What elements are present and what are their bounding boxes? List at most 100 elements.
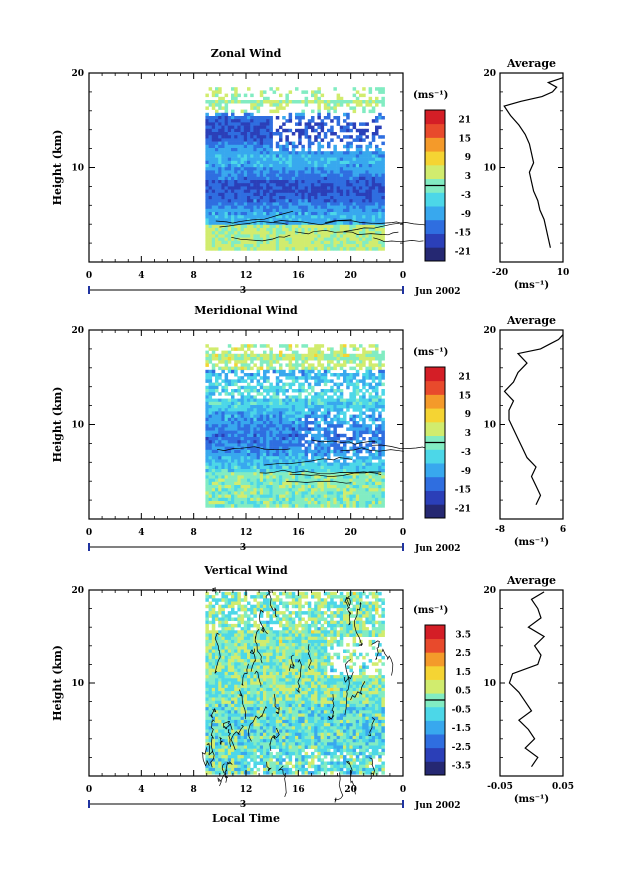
heatmap-cell xyxy=(346,373,350,377)
heatmap-cell xyxy=(205,106,209,110)
heatmap-cell xyxy=(333,234,337,238)
heatmap-cell xyxy=(311,497,315,502)
heatmap-cell xyxy=(279,440,283,444)
heatmap-cell xyxy=(339,446,344,451)
heatmap-cell xyxy=(333,167,337,171)
heatmap-cell xyxy=(205,180,209,184)
heatmap-cell xyxy=(243,488,248,492)
heatmap-cell xyxy=(231,465,235,470)
heatmap-cell xyxy=(282,231,286,235)
heatmap-cell xyxy=(349,494,353,499)
heatmap-cell xyxy=(266,392,270,396)
heatmap-cell xyxy=(259,138,264,142)
heatmap-cell xyxy=(346,247,350,251)
heatmap-cell xyxy=(365,205,369,210)
heatmap-cell xyxy=(371,437,376,441)
y-tick-label: 20 xyxy=(71,326,84,336)
heatmap-cell xyxy=(243,363,248,367)
heatmap-cell xyxy=(362,472,366,476)
heatmap-cell xyxy=(208,478,213,483)
heatmap-cell xyxy=(272,411,277,415)
heatmap-cell xyxy=(275,128,280,133)
heatmap-cell xyxy=(362,244,366,248)
heatmap-cell xyxy=(256,494,261,499)
heatmap-cell xyxy=(234,401,238,406)
heatmap-cell xyxy=(378,157,382,162)
heatmap-cell xyxy=(371,176,376,181)
heatmap-cell xyxy=(327,154,331,158)
heatmap-cell xyxy=(307,366,312,371)
heatmap-cell xyxy=(362,247,366,251)
heatmap-cell xyxy=(336,376,341,380)
heatmap-cell xyxy=(240,405,245,409)
heatmap-cell xyxy=(234,183,238,187)
heatmap-cell xyxy=(307,398,312,403)
heatmap-cell xyxy=(301,405,305,409)
heatmap-cell xyxy=(327,192,331,197)
heatmap-cell xyxy=(221,141,225,146)
heatmap-cell xyxy=(291,459,296,463)
heatmap-cell xyxy=(263,449,267,454)
heatmap-cell xyxy=(307,215,312,219)
heatmap-cell xyxy=(205,212,209,216)
heatmap-cell xyxy=(282,504,286,508)
heatmap-cell xyxy=(266,385,270,390)
heatmap-cell xyxy=(352,395,357,399)
heatmap-cell xyxy=(336,180,341,184)
heatmap-cell xyxy=(352,125,357,130)
heatmap-cell xyxy=(269,164,273,168)
heatmap-cell xyxy=(346,157,350,162)
heatmap-cell xyxy=(330,244,334,248)
heatmap-cell xyxy=(301,100,305,104)
heatmap-cell xyxy=(378,494,382,499)
heatmap-cell xyxy=(375,449,379,454)
heatmap-cell xyxy=(243,478,248,483)
heatmap-cell xyxy=(359,208,363,213)
heatmap-cell xyxy=(378,202,382,206)
heatmap-cell xyxy=(282,205,286,210)
heatmap-cell xyxy=(211,373,216,377)
heatmap-cell xyxy=(362,154,366,158)
heatmap-cell xyxy=(208,491,213,495)
heatmap-cell xyxy=(231,424,235,428)
heatmap-cell xyxy=(285,453,289,457)
heatmap-cell xyxy=(256,141,261,146)
heatmap-cell xyxy=(211,469,216,473)
heatmap-cell xyxy=(323,478,328,483)
heatmap-cell xyxy=(266,157,270,162)
heatmap-cell xyxy=(279,421,283,425)
heatmap-cell xyxy=(365,353,369,358)
heatmap-cell xyxy=(327,196,331,200)
heatmap-cell xyxy=(368,183,373,187)
heatmap-cell xyxy=(253,456,257,460)
heatmap-cell xyxy=(304,475,309,479)
heatmap-cell xyxy=(368,424,373,428)
heatmap-cell xyxy=(352,215,357,219)
heatmap-cell xyxy=(272,408,277,412)
heatmap-cell xyxy=(362,459,366,463)
heatmap-cell xyxy=(279,443,283,447)
heatmap-cell xyxy=(259,202,264,206)
heatmap-cell xyxy=(346,122,350,126)
heatmap-cell xyxy=(288,90,293,94)
heatmap-cell xyxy=(317,208,321,213)
heatmap-cell xyxy=(323,379,328,383)
heatmap-cell xyxy=(269,389,273,393)
heatmap-cell xyxy=(231,237,235,242)
heatmap-cell xyxy=(291,501,296,505)
heatmap-cell xyxy=(301,491,305,495)
heatmap-cell xyxy=(291,357,296,361)
heatmap-cell xyxy=(279,106,283,110)
heatmap-cell xyxy=(215,462,219,467)
heatmap-cell xyxy=(301,504,305,508)
heatmap-cell xyxy=(215,449,219,454)
heatmap-cell xyxy=(336,360,341,364)
heatmap-cell xyxy=(352,427,357,431)
heatmap-cell xyxy=(359,417,363,422)
heatmap-cell xyxy=(247,453,251,457)
heatmap-cell xyxy=(307,462,312,467)
heatmap-cell xyxy=(275,504,280,508)
heatmap-cell xyxy=(269,497,273,502)
heatmap-cell xyxy=(231,122,235,126)
heatmap-cell xyxy=(307,135,312,139)
